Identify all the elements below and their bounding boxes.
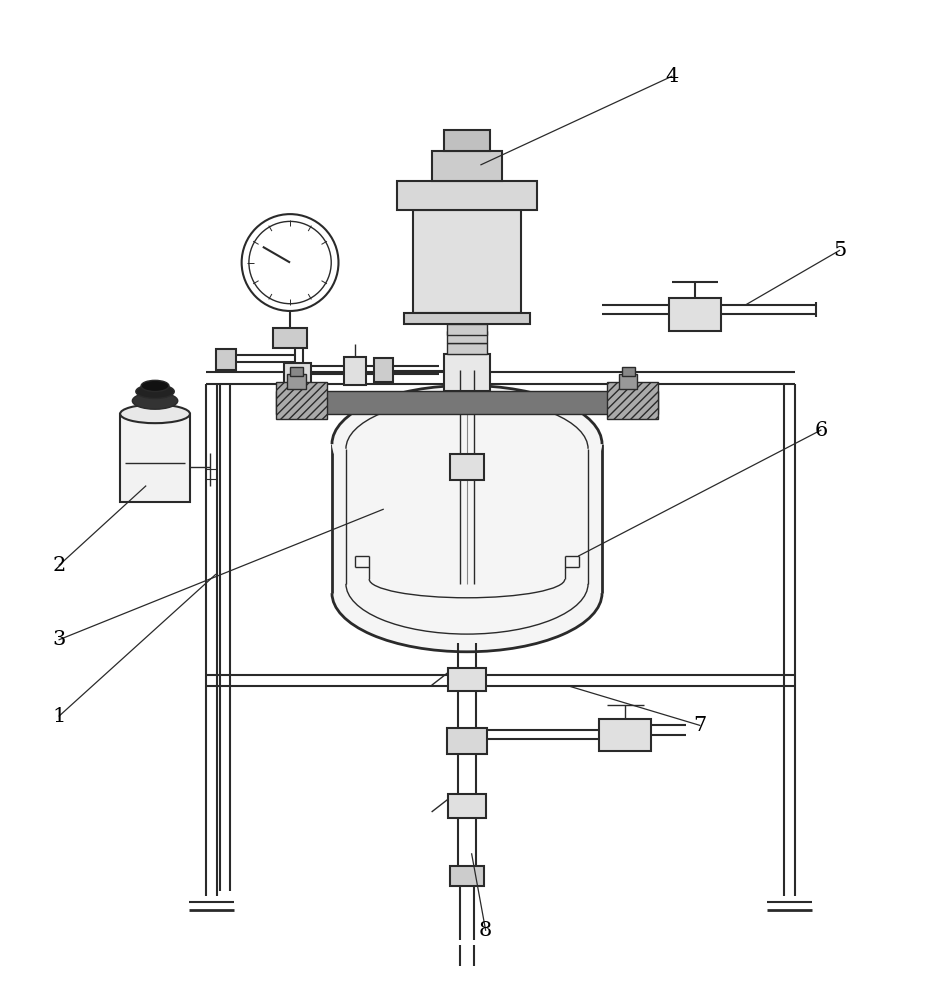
Bar (120, 414, 190, 502)
Bar (446, 728, 488, 754)
Circle shape (248, 221, 332, 304)
Bar (216, 349, 236, 370)
Bar (450, 866, 484, 886)
Bar (432, 151, 502, 181)
Bar (619, 374, 637, 389)
Text: 6: 6 (814, 421, 828, 440)
Bar (446, 331, 488, 343)
Ellipse shape (332, 385, 602, 503)
Bar (414, 210, 520, 313)
Circle shape (242, 214, 338, 311)
Text: 8: 8 (479, 921, 492, 940)
Bar (288, 374, 306, 389)
Bar (284, 363, 311, 385)
Bar (397, 181, 537, 210)
Bar (276, 391, 658, 414)
Ellipse shape (120, 405, 190, 423)
Text: 2: 2 (52, 556, 65, 575)
Bar (446, 343, 488, 354)
Bar (450, 454, 484, 480)
Bar (374, 358, 392, 382)
Bar (622, 367, 634, 376)
Bar (290, 367, 304, 376)
Bar (344, 357, 366, 385)
Bar (669, 298, 721, 331)
Bar (274, 328, 307, 348)
Bar (276, 382, 327, 419)
Bar (448, 794, 486, 818)
Ellipse shape (141, 380, 169, 392)
Bar (332, 444, 602, 593)
Bar (446, 324, 488, 335)
Text: 5: 5 (833, 241, 846, 260)
Text: 4: 4 (665, 67, 678, 86)
Text: 7: 7 (693, 716, 706, 735)
Bar (404, 313, 530, 324)
Bar (444, 130, 490, 151)
Bar (607, 382, 658, 419)
Ellipse shape (135, 385, 175, 398)
Bar (444, 354, 490, 391)
Text: 1: 1 (52, 707, 65, 726)
Bar (600, 719, 651, 751)
Bar (448, 668, 486, 691)
Text: 3: 3 (52, 630, 65, 649)
Ellipse shape (332, 534, 602, 652)
Ellipse shape (133, 392, 177, 409)
